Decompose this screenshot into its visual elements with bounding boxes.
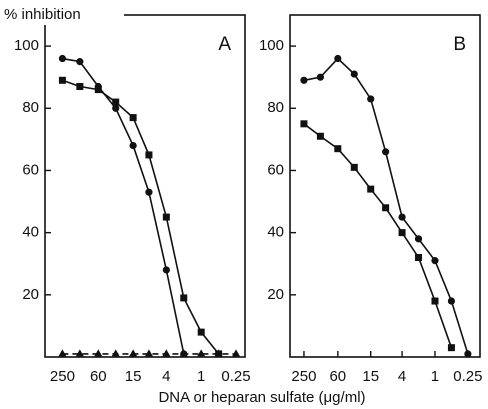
marker-circle	[464, 350, 472, 358]
marker-square	[180, 294, 188, 302]
x-tick-label: 250	[50, 368, 75, 385]
x-tick-label: 250	[291, 368, 316, 385]
marker-circle	[76, 58, 84, 66]
marker-square	[398, 229, 406, 237]
marker-square	[58, 76, 66, 84]
plot-frame	[289, 14, 481, 358]
marker-square	[316, 132, 324, 140]
marker-triangle	[111, 349, 120, 357]
panel-label: A	[218, 34, 231, 55]
y-tick-label: 60	[22, 161, 39, 178]
marker-circle	[316, 73, 324, 81]
marker-circle	[129, 141, 137, 150]
marker-square	[145, 151, 153, 159]
marker-square	[334, 145, 342, 153]
x-tick-label: 1	[431, 368, 439, 385]
panel-label: B	[453, 34, 466, 55]
y-tick-label: 20	[267, 286, 284, 303]
x-tick-label: 1	[197, 368, 205, 385]
marker-square	[197, 328, 205, 336]
x-tick-label: 15	[362, 368, 379, 385]
marker-square	[382, 204, 390, 212]
y-tick-label: 80	[267, 99, 284, 116]
marker-circle	[447, 297, 456, 305]
marker-triangle	[94, 349, 103, 357]
series-line	[62, 79, 220, 355]
marker-square	[76, 83, 84, 91]
x-axis-label: DNA or heparan sulfate (μg/ml)	[158, 389, 365, 406]
marker-circle	[431, 257, 439, 265]
marker-triangle	[179, 349, 188, 357]
x-tick-label: 60	[329, 368, 346, 385]
x-tick-label: 60	[90, 368, 107, 385]
marker-square	[94, 86, 102, 94]
marker-circle	[58, 54, 67, 63]
marker-circle	[162, 266, 170, 274]
series-line	[303, 123, 453, 348]
ylabel-bg	[2, 5, 124, 25]
marker-triangle	[129, 349, 138, 357]
marker-square	[129, 114, 137, 122]
x-tick-label: 4	[162, 368, 170, 385]
marker-circle	[414, 235, 423, 243]
x-tick-label: 0.25	[453, 368, 482, 385]
series-line	[62, 57, 185, 355]
marker-circle	[112, 104, 120, 112]
marker-square	[415, 254, 423, 262]
marker-triangle	[144, 349, 153, 357]
marker-square	[350, 163, 358, 171]
marker-triangle	[232, 349, 241, 357]
marker-square	[112, 98, 120, 106]
y-axis-label: % inhibition	[4, 6, 81, 23]
y-tick-label: 80	[22, 99, 39, 116]
y-tick-label: 60	[267, 161, 284, 178]
plot-frame	[44, 14, 246, 358]
y-tick-label: 100	[14, 37, 39, 54]
marker-circle	[145, 188, 153, 196]
y-tick-label: 20	[22, 286, 39, 303]
marker-circle	[398, 213, 406, 221]
marker-square	[162, 213, 170, 221]
marker-triangle	[75, 349, 84, 357]
x-tick-label: 15	[125, 368, 142, 385]
marker-triangle	[214, 349, 223, 357]
x-tick-label: 4	[398, 368, 406, 385]
marker-circle	[367, 95, 375, 103]
marker-triangle	[58, 349, 67, 357]
marker-circle	[334, 54, 342, 63]
x-tick-label: 0.25	[221, 368, 250, 385]
marker-circle	[350, 70, 358, 78]
y-tick-label: 40	[267, 224, 284, 241]
marker-triangle	[197, 349, 206, 357]
marker-circle	[382, 148, 390, 156]
marker-triangle	[162, 349, 171, 357]
y-tick-label: 100	[259, 37, 284, 54]
y-tick-label: 40	[22, 224, 39, 241]
marker-square	[367, 185, 375, 193]
marker-square	[447, 344, 455, 352]
marker-square	[300, 120, 308, 128]
marker-square	[431, 297, 439, 305]
marker-circle	[300, 76, 308, 84]
